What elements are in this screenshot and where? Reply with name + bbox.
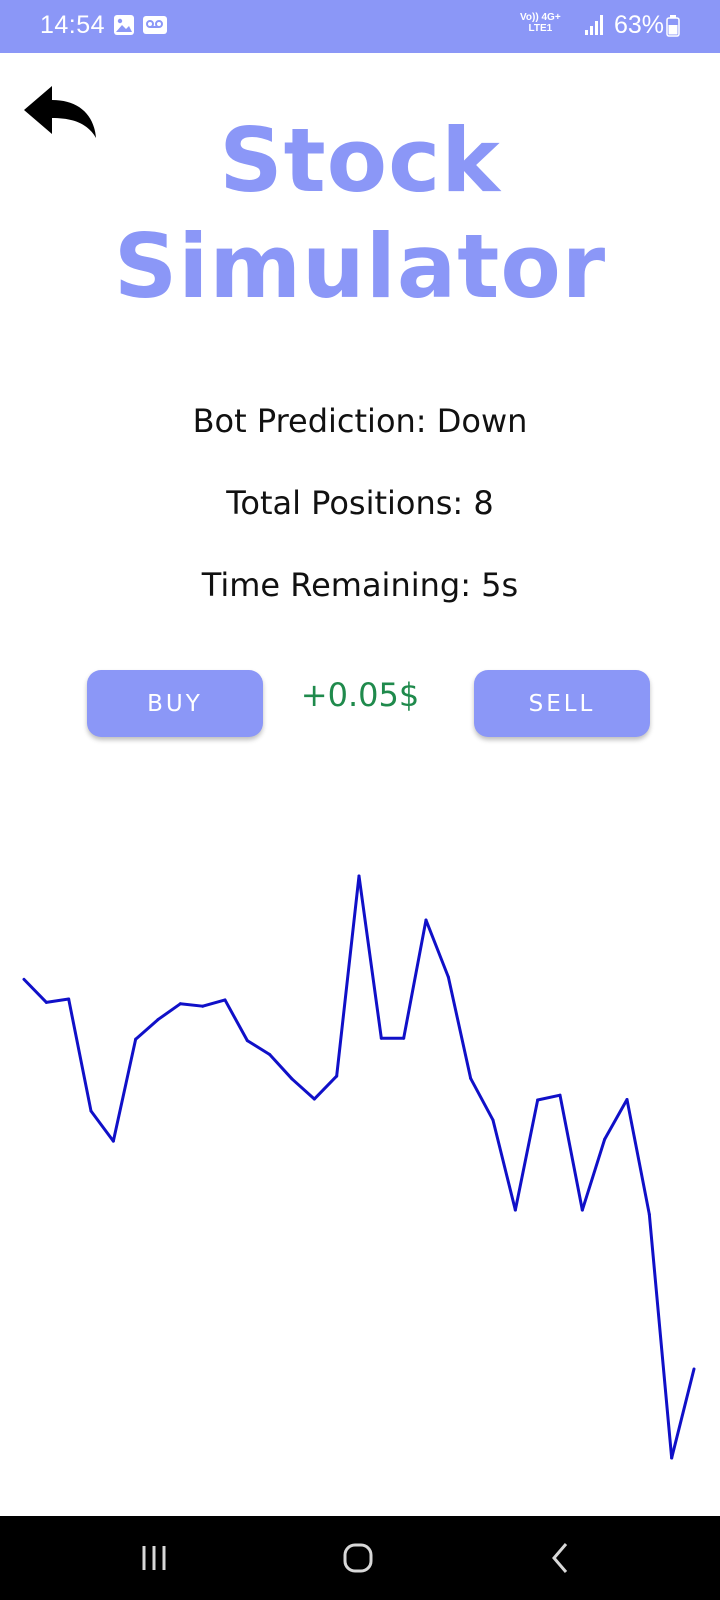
network-bottom-label: LTE1 (528, 23, 553, 34)
price-line-segment (201, 998, 227, 1008)
price-line-segment (580, 1137, 607, 1212)
back-icon[interactable] (520, 1530, 600, 1586)
network-top-label: Vo)) 4G+ (520, 12, 561, 23)
price-line-segment (469, 1076, 495, 1122)
price-line-segment (446, 975, 473, 1080)
price-line-segment (513, 1098, 540, 1212)
gallery-icon (114, 15, 134, 35)
price-line-segment (89, 1109, 115, 1143)
battery-icon (666, 15, 680, 37)
price-line-segment (625, 1098, 651, 1216)
price-line-segment (603, 1098, 629, 1141)
price-line-segment (402, 918, 428, 1040)
price-line-segment (22, 977, 48, 1004)
sell-button[interactable]: SELL (474, 670, 650, 737)
signal-icon (585, 15, 603, 35)
status-time: 14:54 (40, 11, 106, 39)
profit-display: +0.05$ (300, 676, 420, 714)
total-positions: Total Positions: 8 (226, 484, 494, 522)
price-line-segment (44, 997, 71, 1004)
price-line-segment (156, 1002, 182, 1022)
bot-prediction: Bot Prediction: Down (192, 402, 528, 440)
price-line-segment (491, 1118, 517, 1212)
app-title: Stock Simulator (113, 109, 607, 318)
voicemail-icon (143, 16, 167, 34)
status-bar: 14:54 Vo)) 4G+ LTE1 63% (0, 0, 720, 53)
recent-apps-icon[interactable] (116, 1530, 196, 1586)
price-line-segment (268, 1053, 294, 1081)
price-line-segment (335, 874, 361, 1078)
price-line-segment (357, 874, 383, 1040)
buy-button[interactable]: BUY (87, 670, 263, 737)
price-line-segment (558, 1093, 584, 1212)
battery-percentage: 63% (614, 11, 665, 39)
price-line-segment (670, 1367, 696, 1460)
price-line-segment (178, 1002, 205, 1008)
price-line-segment (245, 1039, 272, 1057)
price-line-segment (223, 998, 249, 1043)
volte-icon: Vo)) 4G+ LTE1 (520, 12, 561, 34)
price-line-segment (134, 1018, 160, 1041)
price-line-segment (111, 1037, 138, 1143)
price-line-segment (424, 918, 450, 979)
price-line-segment (312, 1074, 339, 1101)
price-line-segment (536, 1093, 562, 1102)
navigation-bar (0, 1516, 720, 1600)
time-remaining: Time Remaining: 5s (201, 566, 519, 604)
home-icon[interactable] (318, 1530, 398, 1586)
price-line-segment (290, 1077, 316, 1101)
price-line-segment (647, 1212, 674, 1460)
price-line-segment (67, 997, 93, 1113)
back-arrow-icon[interactable] (22, 84, 98, 140)
